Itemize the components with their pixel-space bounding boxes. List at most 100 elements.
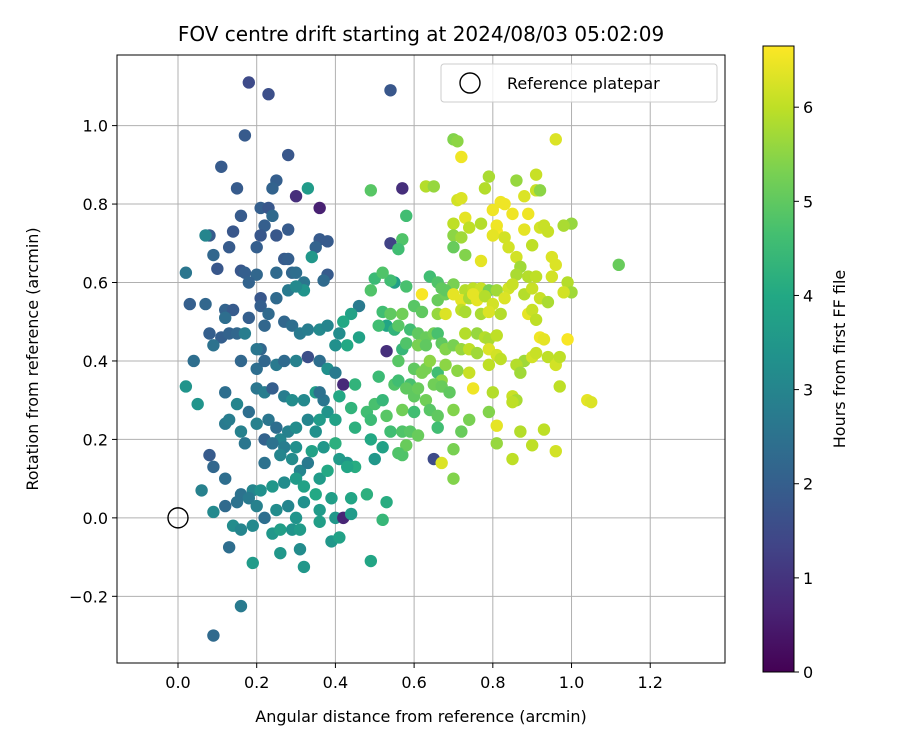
data-point: [561, 333, 574, 346]
data-point: [297, 495, 311, 509]
x-tick-label: 1.0: [559, 673, 584, 692]
data-point: [179, 266, 193, 279]
y-tick-label: 0.2: [83, 430, 108, 449]
data-point: [380, 409, 393, 423]
data-point: [364, 413, 378, 426]
data-point: [541, 295, 555, 309]
data-point: [250, 499, 263, 513]
data-point: [502, 241, 515, 254]
data-point: [494, 352, 507, 366]
data-point: [234, 523, 248, 536]
data-point: [285, 452, 299, 466]
data-point: [439, 358, 452, 372]
data-point: [262, 413, 275, 426]
data-point: [463, 413, 476, 426]
data-point: [199, 229, 212, 242]
data-point: [463, 366, 476, 379]
data-point: [400, 337, 413, 350]
data-point: [270, 421, 283, 434]
data-point: [313, 354, 326, 368]
data-point: [447, 443, 460, 456]
data-point: [525, 282, 539, 295]
data-point: [384, 307, 397, 321]
data-point: [553, 380, 566, 393]
data-point: [289, 472, 303, 485]
data-point: [545, 270, 559, 283]
data-point: [238, 266, 252, 279]
data-point: [490, 219, 503, 232]
colorbar-tick-label: 5: [803, 192, 813, 211]
data-point: [207, 629, 220, 642]
data-point: [250, 241, 263, 254]
data-point: [372, 370, 385, 383]
data-point: [250, 268, 263, 281]
data-point: [510, 268, 523, 281]
data-point: [474, 254, 488, 268]
data-point: [258, 354, 271, 368]
data-point: [203, 327, 216, 340]
data-point: [533, 184, 547, 197]
data-point: [474, 217, 488, 230]
data-point: [337, 315, 350, 328]
colorbar-tick-label: 0: [803, 663, 813, 682]
plot-frame: [116, 54, 726, 664]
data-point: [490, 329, 503, 342]
data-point: [183, 297, 197, 311]
data-point: [510, 174, 523, 187]
data-point: [203, 448, 216, 462]
data-point: [274, 523, 287, 536]
data-point: [400, 209, 413, 223]
data-point: [289, 266, 303, 279]
data-point: [549, 258, 562, 272]
y-tick-label: 0.0: [83, 509, 108, 528]
data-point: [490, 419, 503, 432]
y-tick-label: −0.2: [69, 587, 108, 606]
data-point: [341, 460, 354, 474]
data-point: [313, 503, 326, 517]
data-point: [423, 354, 437, 368]
data-point: [396, 307, 409, 321]
data-point: [431, 327, 444, 340]
data-point: [427, 180, 440, 193]
data-point: [321, 319, 334, 332]
data-point: [510, 250, 523, 264]
colorbar-tick-label: 6: [803, 98, 813, 117]
data-point: [431, 421, 444, 434]
plot-area: 0.0 0.2 0.4 0.6 0.8 1.0 1.2 −0.20.00.20.40.60.…: [69, 54, 726, 692]
colorbar-gradient: [762, 45, 795, 673]
data-point: [478, 290, 492, 303]
reference-platepar-marker: [167, 507, 189, 529]
data-point: [392, 374, 405, 387]
data-point: [435, 456, 448, 470]
data-point: [254, 229, 267, 242]
data-point: [274, 546, 287, 560]
data-point: [360, 488, 374, 501]
data-point: [541, 350, 555, 364]
data-point: [522, 207, 535, 221]
data-point: [384, 274, 397, 287]
data-point: [447, 403, 460, 417]
data-point: [344, 307, 358, 321]
data-point: [270, 292, 283, 305]
data-point: [506, 278, 519, 291]
data-point: [537, 333, 551, 346]
chart-title: FOV centre drift starting at 2024/08/03 …: [178, 22, 664, 46]
legend-label-reference: Reference platepar: [507, 74, 660, 93]
data-point: [321, 405, 334, 419]
x-tick-label: 0.6: [401, 673, 426, 692]
data-point: [490, 437, 503, 450]
data-point: [211, 262, 224, 275]
data-point: [431, 409, 444, 423]
data-point: [392, 319, 405, 332]
data-point: [541, 225, 555, 238]
data-point: [392, 446, 405, 460]
data-point: [459, 327, 472, 340]
data-point: [463, 221, 476, 234]
data-point: [289, 511, 303, 525]
data-point: [376, 266, 389, 279]
data-point: [529, 270, 543, 283]
data-point: [289, 441, 303, 454]
data-point: [199, 297, 212, 311]
data-point: [301, 413, 315, 426]
y-axis-label: Rotation from reference (arcmin): [23, 227, 42, 490]
